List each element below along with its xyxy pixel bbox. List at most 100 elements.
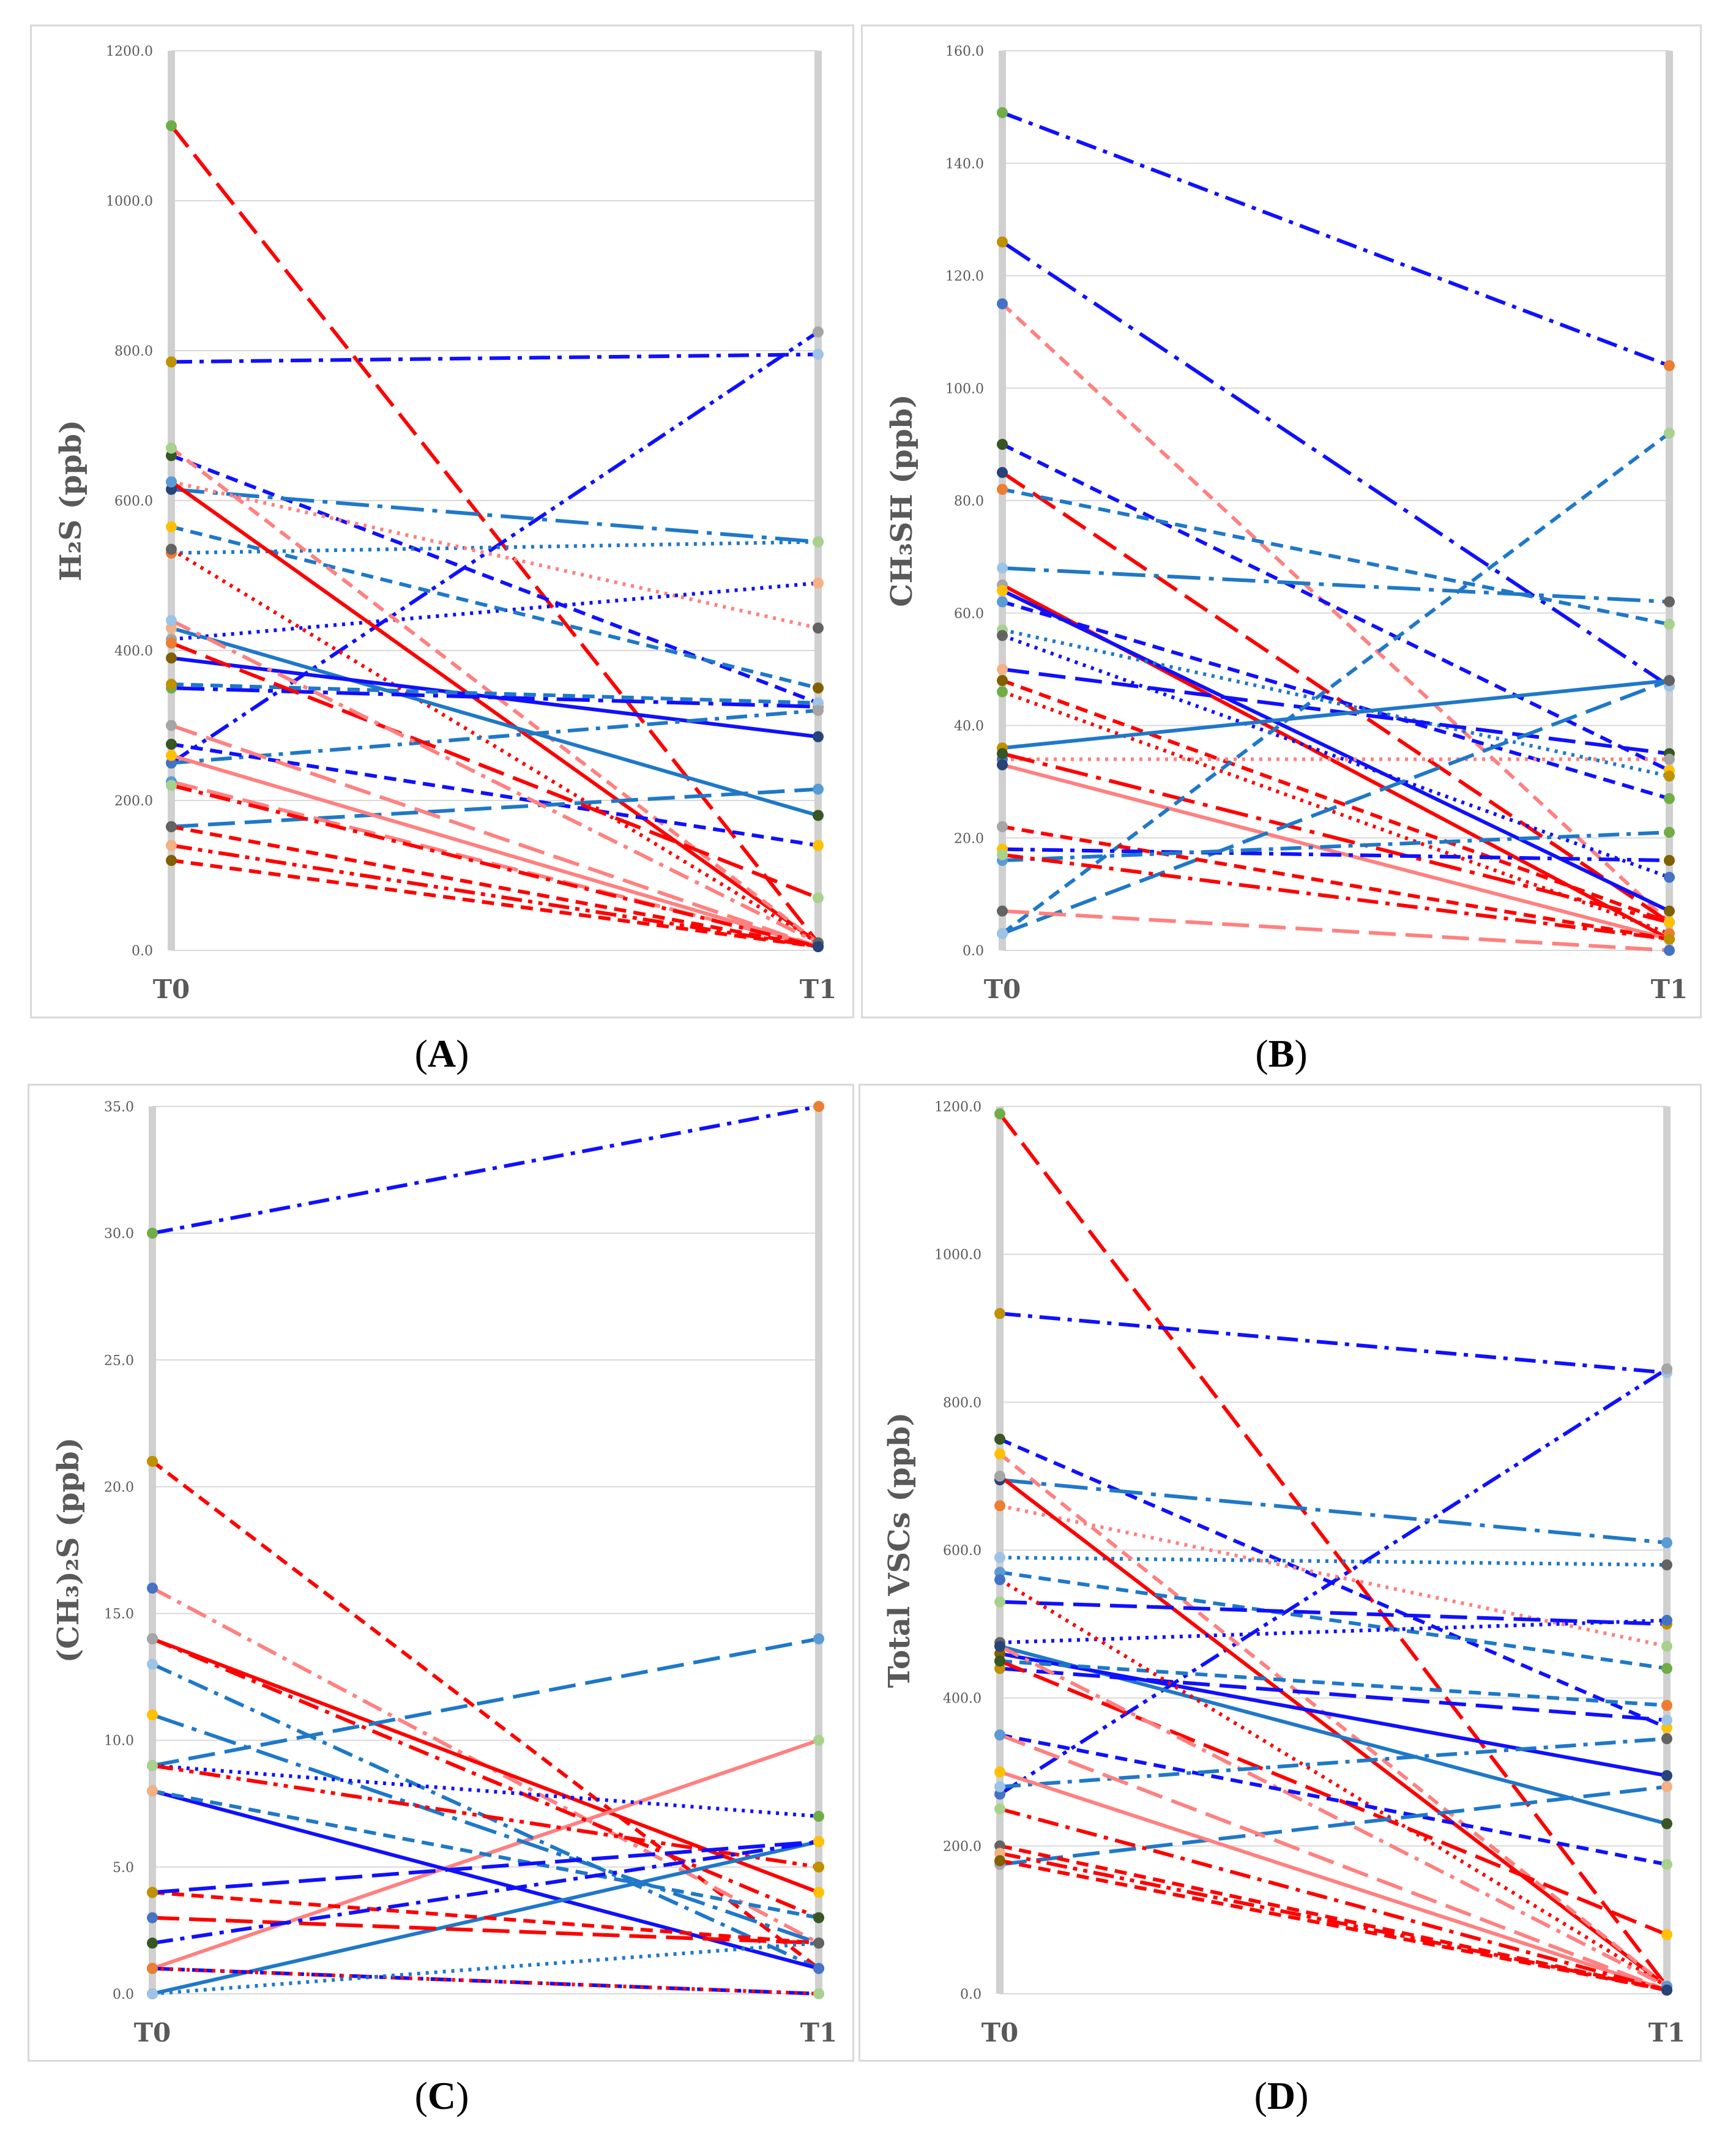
series-line [999,1851,1667,1992]
data-point-t1 [813,1811,824,1822]
series-line [999,1578,1668,1988]
y-tick-label: 15.0 [104,1607,134,1622]
data-point-t0 [147,1912,158,1923]
chart-panel-a: 0.0 200.0 400.0 600.0 800.0 1000.0 1200.0 T0 T1 H… [30,24,854,1018]
caption-b-letter: B [1268,1032,1295,1075]
y-tick-label: 600.0 [943,1543,982,1559]
series-line [152,1764,819,1818]
data-point-t1 [813,840,824,851]
data-point-t0 [997,821,1008,832]
data-point-t1 [1664,770,1675,782]
data-point-t0 [997,483,1008,495]
series-line [1001,679,1671,936]
data-point-t1 [1664,855,1675,866]
data-point-t0 [147,1988,158,1999]
data-point-t0 [166,840,177,851]
y-axis-label: H₂S (ppb) [54,420,88,581]
y-tick-label: 1000.0 [934,1248,982,1263]
series-line [171,524,819,690]
series-line [171,742,819,848]
data-point-t0 [147,1228,158,1239]
series-line [999,1437,1668,1729]
data-point-t0 [997,849,1008,860]
y-tick-label: 25.0 [104,1353,134,1368]
data-point-t1 [1664,792,1675,804]
series-line [152,1713,819,1945]
data-point-t0 [997,596,1008,608]
data-point-t1 [1664,905,1675,917]
series-line [152,1105,819,1236]
data-point-t0 [166,720,177,731]
data-point-t1 [1664,827,1675,838]
data-point-t1 [813,1101,824,1112]
data-point-t0 [994,1655,1005,1667]
series-line [1001,679,1671,924]
y-tick-label: 0.0 [960,1987,982,2002]
data-point-t0 [147,1456,158,1467]
data-point-t1 [1661,1714,1672,1726]
series-line [999,1504,1667,1649]
series-line [171,783,819,949]
chart-c-svg: 0.0 5.0 10.0 15.0 20.0 25.0 30.0 35.0 T0 T1 (CH₃)₂… [51,1100,837,2048]
data-point-t1 [813,1633,824,1644]
data-point-t1 [813,1887,824,1898]
data-point-t1 [1664,753,1675,765]
series-line [1001,589,1671,913]
data-point-t0 [147,1709,158,1721]
data-point-t0 [994,1596,1005,1608]
series-line [171,581,819,641]
data-point-t0 [994,1729,1005,1741]
data-point-t0 [997,675,1008,686]
data-point-t0 [166,476,177,488]
data-point-t1 [813,349,824,360]
x-tick-label: T1 [1651,974,1688,1004]
data-point-t0 [147,1963,158,1974]
series-line [999,1859,1667,1992]
series-line [999,1770,1667,1992]
series-line [999,1311,1667,1374]
x-tick-label: T1 [800,2018,837,2048]
y-tick-label: 35.0 [104,1100,134,1115]
y-tick-label: 0.0 [132,944,153,959]
y-tick-label: 1200.0 [106,44,153,59]
data-point-t0 [994,1641,1005,1652]
series-line [171,787,819,829]
data-point-t0 [147,1583,158,1594]
y-tick-label: 140.0 [945,157,984,172]
series-line [1002,824,1670,941]
data-point-t0 [147,1887,158,1898]
data-point-t0 [994,1766,1005,1778]
series-line [1002,852,1670,941]
data-point-t0 [166,780,177,791]
series-line [1002,679,1670,750]
series-line [170,446,819,945]
series-line [152,1840,819,1895]
data-point-t0 [997,905,1008,917]
data-point-t1 [1661,1559,1672,1571]
series-line [171,686,819,709]
x-tick-label: T0 [134,2018,171,2048]
y-tick-label: 120.0 [945,269,984,285]
x-tick-label: T0 [982,2018,1018,2048]
data-point-t1 [1664,596,1675,608]
series-line [152,1764,819,1869]
series-line [171,824,819,949]
data-point-t0 [147,1937,158,1949]
chart-panel-b: 0.0 20.0 40.0 60.0 80.0 100.0 120.0 140.0 160.0 T… [861,24,1702,1018]
series-line [1002,847,1670,862]
data-point-t1 [1664,933,1675,945]
y-tick-label: 800.0 [943,1395,982,1411]
y-axis-label: (CH₃)₂S (ppb) [51,1438,86,1663]
data-point-t0 [147,1658,158,1670]
data-point-t1 [1661,1770,1672,1781]
series-line [152,1966,819,1996]
series-line [170,453,819,705]
data-point-t1 [813,1861,824,1873]
y-tick-label: 600.0 [114,494,153,509]
series-line [1002,600,1670,800]
data-point-t1 [1661,1363,1672,1374]
data-point-t1 [1664,619,1675,630]
data-point-t0 [994,1855,1005,1866]
data-point-t0 [994,1308,1005,1319]
series-line [170,330,819,765]
